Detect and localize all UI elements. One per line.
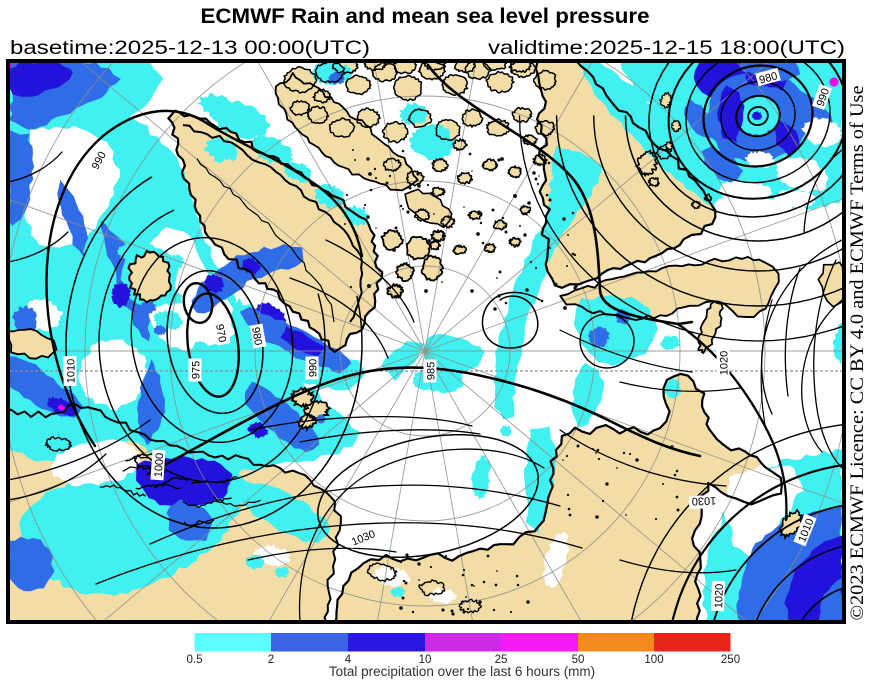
svg-text:ECMWF Rain and mean sea level: ECMWF Rain and mean sea level pressure	[201, 5, 650, 28]
svg-text:1020: 1020	[719, 351, 731, 375]
svg-text:25: 25	[495, 654, 508, 666]
svg-text:50: 50	[572, 654, 585, 666]
svg-text:1020: 1020	[713, 584, 726, 609]
svg-text:2: 2	[268, 654, 274, 666]
svg-text:1030: 1030	[692, 494, 717, 507]
svg-text:250: 250	[721, 654, 740, 666]
svg-text:1000: 1000	[153, 452, 167, 477]
svg-text:985: 985	[426, 362, 438, 380]
svg-text:basetime:2025-12-13 00:00(UTC): basetime:2025-12-13 00:00(UTC)	[10, 37, 370, 59]
svg-text:Total precipitation over the l: Total precipitation over the last 6 hour…	[329, 664, 595, 679]
svg-text:980: 980	[758, 70, 779, 86]
svg-text:validtime:2025-12-15 18:00(UTC: validtime:2025-12-15 18:00(UTC)	[488, 37, 845, 59]
svg-text:©2023 ECMWF Licence: CC BY 4.0: ©2023 ECMWF Licence: CC BY 4.0 and ECMWF…	[847, 86, 868, 621]
svg-text:990: 990	[308, 359, 320, 377]
svg-text:4: 4	[345, 654, 352, 666]
svg-text:990: 990	[815, 87, 833, 108]
svg-text:0.5: 0.5	[187, 654, 203, 666]
svg-text:975: 975	[191, 361, 203, 379]
svg-text:970: 970	[213, 323, 228, 343]
svg-text:1010: 1010	[66, 359, 78, 383]
svg-text:10: 10	[419, 654, 432, 666]
svg-text:100: 100	[644, 654, 663, 666]
svg-text:980: 980	[249, 326, 264, 346]
